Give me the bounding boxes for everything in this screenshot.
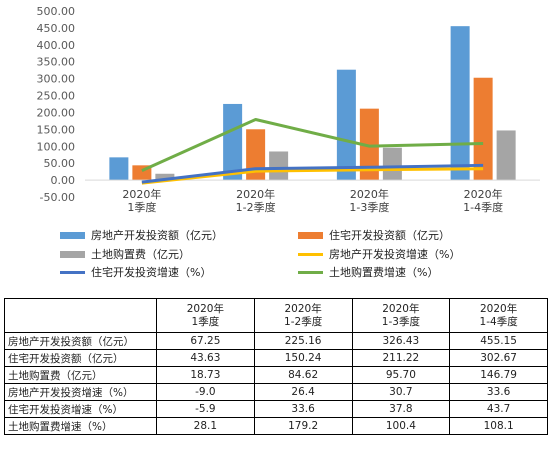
bar	[109, 157, 129, 181]
row-label: 住宅开发投资额（亿元）	[4, 349, 157, 367]
y-tick-label: 250.00	[37, 90, 76, 103]
x-tick-label: 2020年 1-3季度	[349, 187, 389, 214]
table-row: 住宅开发投资增速（%） -5.9 33.6 37.8 43.7	[4, 400, 548, 418]
y-tick-label: 200.00	[37, 106, 76, 119]
y-tick-label: 500.00	[37, 5, 76, 18]
bar	[496, 130, 516, 181]
x-tick-label: 2020年 1-2季度	[236, 187, 276, 214]
table-cell: 225.16	[253, 332, 353, 350]
row-label: 房地产开发投资增速（%）	[4, 383, 157, 401]
y-tick-label: 150.00	[37, 123, 76, 136]
table-row: 土地购置费（亿元） 18.73 84.62 95.70 146.79	[4, 366, 548, 384]
table-cell: 302.67	[449, 349, 548, 367]
legend-label: 住宅开发投资额（亿元）	[329, 229, 450, 242]
table-cell: -5.9	[156, 400, 255, 418]
row-label: 房地产开发投资额（亿元）	[4, 332, 157, 350]
x-tick-label: 2020年 1-4季度	[463, 187, 503, 214]
legend-swatch	[60, 270, 85, 274]
legend-item: 房地产开发投资增速（%）	[298, 246, 460, 262]
bar	[473, 77, 493, 181]
table-cell: 43.7	[449, 400, 548, 418]
table-cell: 67.25	[156, 332, 255, 350]
legend-item: 土地购置费（亿元）	[60, 246, 190, 262]
table-cell: 108.1	[449, 417, 548, 435]
table-row: 房地产开发投资增速（%） -9.0 26.4 30.7 33.6	[4, 383, 548, 401]
table-header-row: 2020年 1季度 2020年 1-2季度 2020年 1-3季度 2020年 …	[4, 298, 548, 333]
table-cell: 100.4	[351, 417, 451, 435]
y-tick-label: 100.00	[37, 140, 76, 153]
chart-plot: 500.00 450.00 400.00 350.00 300.00 250.00 200.…	[37, 5, 540, 214]
series-line	[141, 163, 484, 184]
bar	[336, 69, 356, 181]
table-cell: 326.43	[351, 332, 451, 350]
legend-item: 房地产开发投资额（亿元）	[60, 227, 223, 243]
table-cell: 146.79	[449, 366, 548, 384]
legend-swatch	[60, 250, 85, 258]
table-cell: 211.22	[351, 349, 451, 367]
y-tick-label: 0.00	[51, 174, 76, 187]
y-tick-label: -50.00	[40, 191, 75, 204]
legend-item: 住宅开发投资额（亿元）	[298, 227, 450, 243]
combo-chart: 500.00 450.00 400.00 350.00 300.00 250.00 200.…	[37, 5, 540, 280]
table-cell: 43.63	[156, 349, 255, 367]
legend-item: 土地购置费增速（%）	[298, 264, 438, 280]
bar	[450, 26, 470, 181]
row-label: 土地购置费（亿元）	[4, 366, 157, 384]
legend-label: 土地购置费（亿元）	[91, 248, 190, 261]
legend-label: 房地产开发投资增速（%）	[329, 248, 461, 261]
table-cell: 33.6	[449, 383, 548, 401]
y-tick-label: 50.00	[44, 157, 76, 170]
table-cell: 179.2	[253, 417, 353, 435]
table-header-cell: 2020年 1季度	[156, 298, 255, 333]
legend-swatch	[298, 252, 323, 256]
row-label: 土地购置费增速（%）	[4, 417, 157, 435]
table-cell: 95.70	[351, 366, 451, 384]
bar	[223, 103, 243, 181]
table-header-cell: 2020年 1-3季度	[351, 298, 451, 333]
table-cell: 33.6	[253, 400, 353, 418]
legend-swatch	[298, 231, 323, 239]
bar	[359, 108, 379, 181]
table-header-cell: 2020年 1-2季度	[253, 298, 353, 333]
x-tick-label: 2020年 1季度	[122, 187, 161, 214]
table-cell: 150.24	[253, 349, 353, 367]
y-tick-label: 350.00	[37, 56, 76, 69]
table-row: 住宅开发投资额（亿元） 43.63 150.24 211.22 302.67	[4, 349, 548, 367]
legend-label: 土地购置费增速（%）	[329, 266, 439, 279]
table-cell: 26.4	[253, 383, 353, 401]
y-tick-label: 300.00	[37, 73, 76, 86]
table-cell: -9.0	[156, 383, 255, 401]
series-line	[141, 117, 484, 172]
data-table: 2020年 1季度 2020年 1-2季度 2020年 1-3季度 2020年 …	[4, 298, 548, 435]
y-tick-label: 400.00	[37, 39, 76, 52]
table-cell: 37.8	[351, 400, 451, 418]
legend-item: 住宅开发投资增速（%）	[60, 264, 211, 280]
table-header-cell: 2020年 1-4季度	[449, 298, 548, 333]
legend-label: 住宅开发投资增速（%）	[91, 266, 212, 279]
bar	[382, 147, 402, 181]
table-cell: 455.15	[449, 332, 548, 350]
legend-label: 房地产开发投资额（亿元）	[91, 229, 223, 242]
legend-swatch	[298, 270, 323, 274]
table-cell: 18.73	[156, 366, 255, 384]
y-tick-label: 450.00	[37, 22, 76, 35]
table-cell: 84.62	[253, 366, 353, 384]
bar	[155, 173, 175, 181]
table-cell: 28.1	[156, 417, 255, 435]
table-row: 房地产开发投资额（亿元） 67.25 225.16 326.43 455.15	[4, 332, 548, 350]
table-cell: 30.7	[351, 383, 451, 401]
bar	[269, 151, 289, 181]
legend-swatch	[60, 231, 85, 239]
table-header-cell	[4, 298, 157, 333]
table-row: 土地购置费增速（%） 28.1 179.2 100.4 108.1	[4, 417, 548, 435]
row-label: 住宅开发投资增速（%）	[4, 400, 157, 418]
series-line	[141, 167, 484, 185]
